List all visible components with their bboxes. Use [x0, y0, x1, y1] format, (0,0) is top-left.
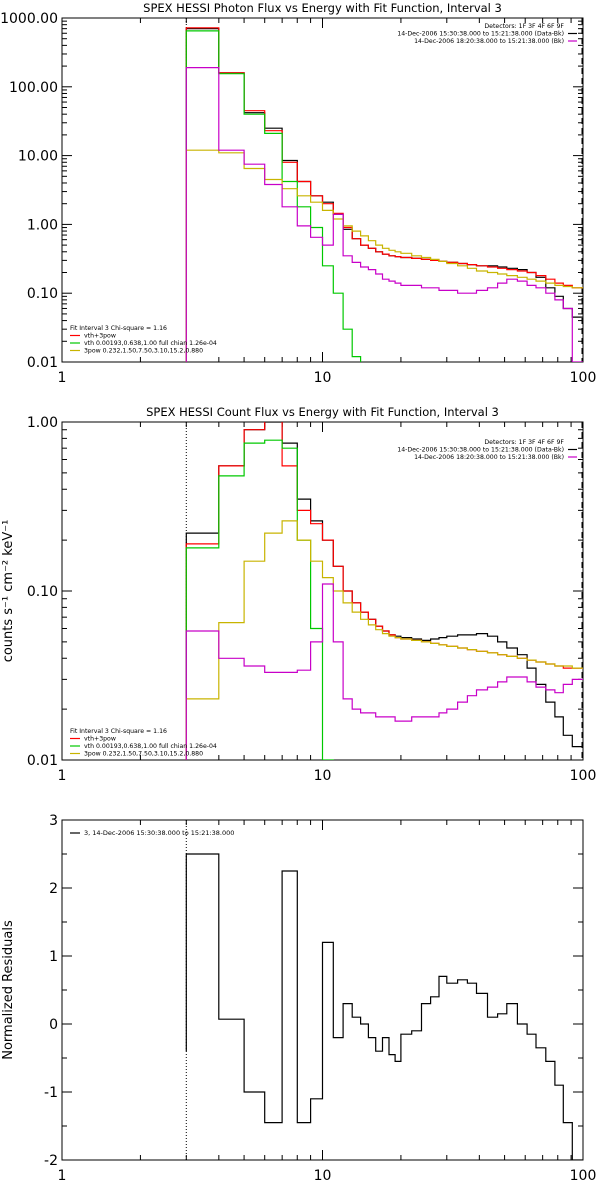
series-bk — [185, 583, 583, 760]
chart-panel-2: SPEX HESSI Count Flux vs Energy with Fit… — [1, 405, 597, 784]
legend-right-entry: 14-Dec-2006 18:20:38.000 to 15:21:38.000… — [414, 38, 564, 45]
series-group — [185, 422, 583, 760]
y-axis-label: Normalized Residuals — [1, 920, 16, 1060]
y-tick-label: 1 — [49, 949, 58, 965]
y-tick-label: 2 — [49, 881, 58, 897]
legend-left: Fit Interval 3 Chi-square = 1.16vth+3pow… — [70, 728, 217, 758]
legend-left-entry: vth+3pow — [84, 333, 116, 340]
x-tick-label: 100 — [570, 1168, 597, 1184]
series-3pow — [185, 149, 583, 362]
legend-left-entry: vth 0.00193,0.638,1.00 full chian 1.26e-… — [84, 340, 217, 347]
x-tick-label: 1 — [58, 768, 67, 784]
chart-panel-3: 1 10 100 -2 -1 0 1 2 3 Normalized Residuals 3, 14-… — [1, 813, 596, 1184]
x-tick-label: 1 — [58, 1168, 67, 1184]
y-tick-label: 0.01 — [27, 753, 58, 769]
legend-right-entry: Detectors: 1F 3F 4F 6F 9F — [484, 439, 564, 446]
legend-left-entry: vth 0.00193,0.638,1.00 full chian 1.26e-… — [84, 743, 217, 750]
x-tick-label: 1 — [58, 370, 67, 386]
y-tick-label: -2 — [44, 1153, 58, 1169]
x-tick-label: 10 — [314, 370, 332, 386]
series-data-bk — [185, 422, 583, 760]
legend-left-entry: 3, 14-Dec-2006 15:30:38.000 to 15:21:38.… — [84, 829, 234, 837]
series-vth-3pow — [185, 27, 583, 362]
legend-left: 3, 14-Dec-2006 15:30:38.000 to 15:21:38.… — [70, 829, 234, 837]
y-axis: 0.01 0.10 1.00 — [27, 415, 583, 769]
y-tick-label: 0.10 — [27, 286, 58, 302]
series-vth — [185, 439, 334, 760]
y-axis-label: counts s⁻¹ cm⁻² keV⁻¹ — [1, 520, 16, 663]
y-tick-label: 0.01 — [27, 355, 58, 371]
x-tick-label: 10 — [314, 1168, 332, 1184]
series-3-14-dec-2006-15-30-38-000-to-15-21-38-000 — [185, 853, 583, 1160]
x-tick-label: 100 — [570, 768, 597, 784]
legend-right-entry: 14-Dec-2006 18:20:38.000 to 15:21:38.000… — [414, 454, 564, 461]
x-axis: 1 10 100 — [58, 18, 597, 386]
series-vth — [185, 30, 362, 362]
chart-title: SPEX HESSI Count Flux vs Energy with Fit… — [146, 405, 499, 419]
series-data-bk — [185, 28, 583, 362]
y-tick-label: 1000.00 — [0, 11, 58, 27]
legend-right-entry: Detectors: 1F 3F 4F 6F 9F — [484, 23, 564, 30]
y-axis: -2 -1 0 1 2 3 — [44, 813, 583, 1169]
x-axis: 1 10 100 — [58, 820, 597, 1184]
chart-title: SPEX HESSI Photon Flux vs Energy with Fi… — [143, 1, 502, 15]
series-bk — [185, 67, 583, 362]
y-tick-label: 3 — [49, 813, 58, 829]
y-tick-label: 0.10 — [27, 584, 58, 600]
series-group — [185, 853, 583, 1160]
series-vth-3pow — [185, 422, 583, 760]
y-tick-label: -1 — [44, 1085, 58, 1101]
y-tick-label: 1.00 — [27, 415, 58, 431]
legend-left-entry: vth+3pow — [84, 736, 116, 743]
chart-panel-1: SPEX HESSI Photon Flux vs Energy with Fi… — [0, 1, 597, 386]
legend-left-entry: 3pow 0.232,1.50,7.50,3.10,15.2,0.880 — [84, 348, 203, 355]
y-tick-label: 100.00 — [9, 80, 58, 96]
legend-left: Fit Interval 3 Chi-square = 1.16vth+3pow… — [70, 325, 217, 355]
x-tick-label: 10 — [314, 768, 332, 784]
legend-left-entry: Fit Interval 3 Chi-square = 1.16 — [70, 325, 167, 332]
y-tick-label: 1.00 — [27, 217, 58, 233]
series-3pow — [185, 520, 583, 760]
y-tick-label: 0 — [49, 1017, 58, 1033]
legend-left-entry: 3pow 0.232,1.50,7.50,3.10,15.2,0.880 — [84, 751, 203, 758]
x-tick-label: 100 — [570, 370, 597, 386]
legend-right-entry: 14-Dec-2006 15:30:38.000 to 15:21:38.000… — [397, 447, 564, 454]
legend-left-entry: Fit Interval 3 Chi-square = 1.16 — [70, 728, 167, 735]
legend-right-entry: 14-Dec-2006 15:30:38.000 to 15:21:38.000… — [397, 31, 564, 38]
y-tick-label: 10.00 — [18, 149, 58, 165]
series-group — [185, 27, 583, 362]
y-axis: 0.01 0.10 1.00 10.00 100.00 1000.00 — [0, 11, 583, 371]
plot-frame — [61, 17, 584, 363]
